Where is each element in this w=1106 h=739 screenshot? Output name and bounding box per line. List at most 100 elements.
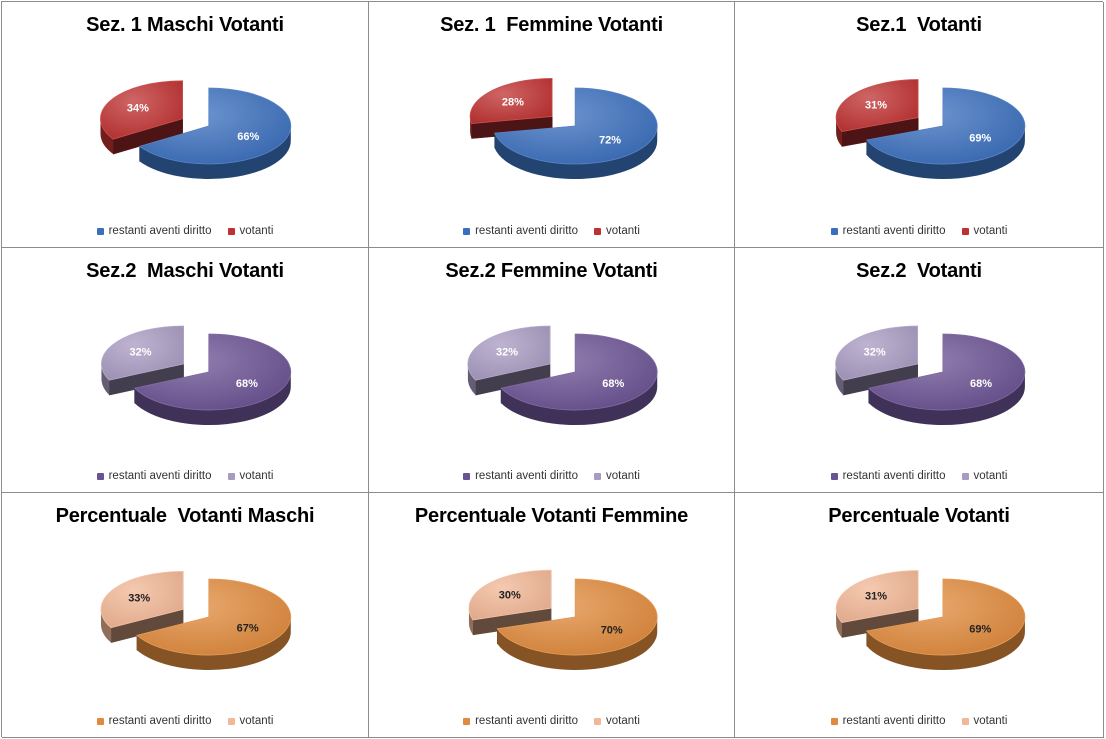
legend-label: votanti (606, 470, 640, 482)
chart-legend: restanti aventi diritto votanti (735, 470, 1103, 482)
pie-slice (867, 333, 1026, 425)
legend-label: restanti aventi diritto (475, 715, 579, 727)
chart-legend: restanti aventi diritto votanti (735, 225, 1103, 237)
legend-item: restanti aventi diritto (463, 225, 578, 237)
legend-swatch (961, 472, 969, 480)
legend-swatch (227, 717, 235, 725)
chart-title: Sez.2 Femmine Votanti (445, 260, 658, 282)
legend-item: votanti (227, 225, 274, 237)
legend-swatch (830, 227, 838, 235)
pie-slice (835, 570, 919, 638)
chart-title: Sez.2 Votanti (856, 260, 982, 282)
legend-swatch (96, 717, 104, 725)
pie-chart: 28% 72% (469, 78, 658, 180)
legend-item: restanti aventi diritto (830, 470, 946, 482)
legend-item: votanti (227, 715, 273, 727)
legend-swatch (830, 472, 838, 480)
legend-label: restanti aventi diritto (475, 225, 579, 237)
pie-slice (865, 87, 1026, 180)
chart-legend: restanti aventi diritto votanti (369, 225, 734, 237)
data-label: 68% (970, 378, 992, 390)
legend-label: votanti (606, 715, 640, 727)
legend-item: votanti (594, 470, 640, 482)
legend-item: restanti aventi diritto (96, 715, 212, 727)
legend-item: votanti (594, 715, 640, 727)
legend-label: votanti (973, 225, 1008, 237)
pie-chart: 32% 68% (835, 325, 1026, 425)
data-label: 70% (601, 624, 623, 636)
legend-label: restanti aventi diritto (842, 225, 946, 237)
legend-swatch (96, 472, 104, 480)
pie-slice (468, 569, 552, 636)
chart-title: Sez. 1 Maschi Votanti (86, 14, 284, 36)
legend-swatch (594, 717, 602, 725)
chart-legend: restanti aventi diritto votanti (2, 715, 368, 727)
pie-slice (865, 578, 1026, 670)
legend-swatch (96, 227, 104, 235)
data-label: 31% (865, 99, 887, 111)
pie-chart: 30% 70% (468, 569, 658, 670)
chart-panel: Sez.2 Femmine Votanti 32% 68% restanti av… (369, 248, 735, 493)
legend-swatch (227, 227, 235, 235)
data-label: 69% (969, 624, 991, 636)
chart-title: Sez.2 Maschi Votanti (86, 260, 284, 282)
data-label: 28% (502, 96, 524, 108)
pie-slice (494, 87, 658, 180)
pie-chart: 32% 68% (101, 325, 292, 425)
legend-label: votanti (973, 470, 1008, 482)
pie-slice (835, 79, 919, 147)
data-label: 31% (865, 590, 887, 602)
pie-chart: 33% 67% (100, 570, 292, 670)
chart-panel: Sez. 1 Maschi Votanti 34% 66% restanti av… (2, 2, 369, 248)
data-label: 69% (969, 133, 991, 145)
pie-slice (133, 333, 292, 425)
chart-panel: Sez.1 Votanti 31% 69% restanti aventi dir… (735, 2, 1104, 248)
legend-swatch (961, 717, 969, 725)
legend-label: restanti aventi diritto (108, 225, 212, 237)
legend-item: restanti aventi diritto (830, 715, 946, 727)
pie-slice (496, 578, 658, 670)
legend-label: restanti aventi diritto (108, 715, 212, 727)
chart-panel: Sez.2 Votanti 32% 68% restanti aventi dir… (735, 248, 1104, 493)
chart-legend: restanti aventi diritto votanti (735, 715, 1103, 727)
data-label: 72% (599, 134, 621, 146)
pie-chart: 34% 66% (100, 80, 292, 180)
chart-title: Sez.1 Votanti (856, 14, 982, 36)
chart-title: Percentuale Votanti Maschi (55, 505, 315, 527)
pie-chart: 32% 68% (467, 325, 658, 425)
legend-swatch (463, 472, 471, 480)
chart-panel: Percentuale Votanti Femmine 30% 70% resta… (369, 493, 735, 738)
chart-title: Percentuale Votanti (828, 505, 1010, 527)
pie-chart: 31% 69% (835, 570, 1026, 670)
pie-slice (138, 87, 292, 180)
chart-title: Percentuale Votanti Femmine (414, 505, 689, 527)
legend-label: restanti aventi diritto (842, 470, 946, 482)
pie-slice (100, 80, 183, 155)
legend-item: restanti aventi diritto (463, 715, 578, 727)
data-label: 66% (237, 131, 259, 143)
legend-label: restanti aventi diritto (108, 470, 212, 482)
legend-swatch (594, 472, 602, 480)
pie-slice (101, 325, 184, 396)
legend-swatch (463, 717, 471, 725)
chart-panel: Percentuale Votanti Maschi 33% 67% restan… (2, 493, 369, 738)
legend-swatch (830, 717, 838, 725)
pie-slice (136, 578, 292, 670)
chart-panel: Sez. 1 Femmine Votanti 28% 72% restanti a… (369, 2, 735, 248)
legend-item: votanti (227, 470, 274, 482)
data-label: 67% (237, 623, 259, 635)
legend-item: restanti aventi diritto (96, 225, 212, 237)
data-label: 68% (602, 378, 624, 390)
legend-swatch (227, 472, 235, 480)
data-label: 34% (127, 102, 149, 114)
legend-item: restanti aventi diritto (463, 470, 578, 482)
pie-slice (100, 570, 184, 643)
pie-slice (500, 333, 658, 425)
legend-label: votanti (239, 225, 274, 237)
legend-label: restanti aventi diritto (475, 470, 579, 482)
legend-item: restanti aventi diritto (96, 470, 212, 482)
legend-label: votanti (239, 470, 274, 482)
legend-item: votanti (961, 715, 1007, 727)
legend-label: restanti aventi diritto (842, 715, 946, 727)
pie-slice (835, 325, 918, 396)
